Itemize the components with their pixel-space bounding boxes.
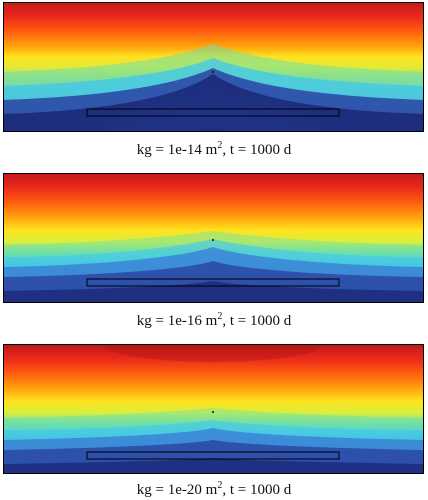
contour-panel-2 <box>3 173 424 303</box>
panel-border <box>3 344 424 474</box>
contour-panel-1 <box>3 2 424 132</box>
panel-caption-2: kg = 1e-16 m2, t = 1000 d <box>0 312 428 330</box>
caption-1-suffix: , t = 1000 d <box>222 142 292 158</box>
caption-2-suffix: , t = 1000 d <box>222 313 292 329</box>
contour-plot-2 <box>3 173 424 303</box>
panel-border <box>3 173 424 303</box>
probe-point <box>212 411 214 413</box>
panel-caption-3: kg = 1e-20 m2, t = 1000 d <box>0 481 428 499</box>
caption-2-exponent: 2 <box>217 311 223 322</box>
panel-caption-1: kg = 1e-14 m2, t = 1000 d <box>0 141 428 159</box>
probe-point <box>212 239 214 241</box>
caption-1-prefix: kg = 1e-14 m <box>136 142 218 158</box>
electrode-outline <box>86 108 340 117</box>
contour-plot-1 <box>3 2 424 132</box>
caption-2-prefix: kg = 1e-16 m <box>136 313 218 329</box>
caption-3-prefix: kg = 1e-20 m <box>136 482 218 498</box>
electrode-outline <box>86 451 340 460</box>
probe-point <box>212 71 214 73</box>
caption-3-exponent: 2 <box>217 480 223 491</box>
caption-1-exponent: 2 <box>217 140 223 151</box>
contour-panel-3 <box>3 344 424 474</box>
electrode-outline <box>86 278 340 287</box>
contour-plot-3 <box>3 344 424 474</box>
caption-3-suffix: , t = 1000 d <box>222 482 292 498</box>
panel-border <box>3 2 424 132</box>
